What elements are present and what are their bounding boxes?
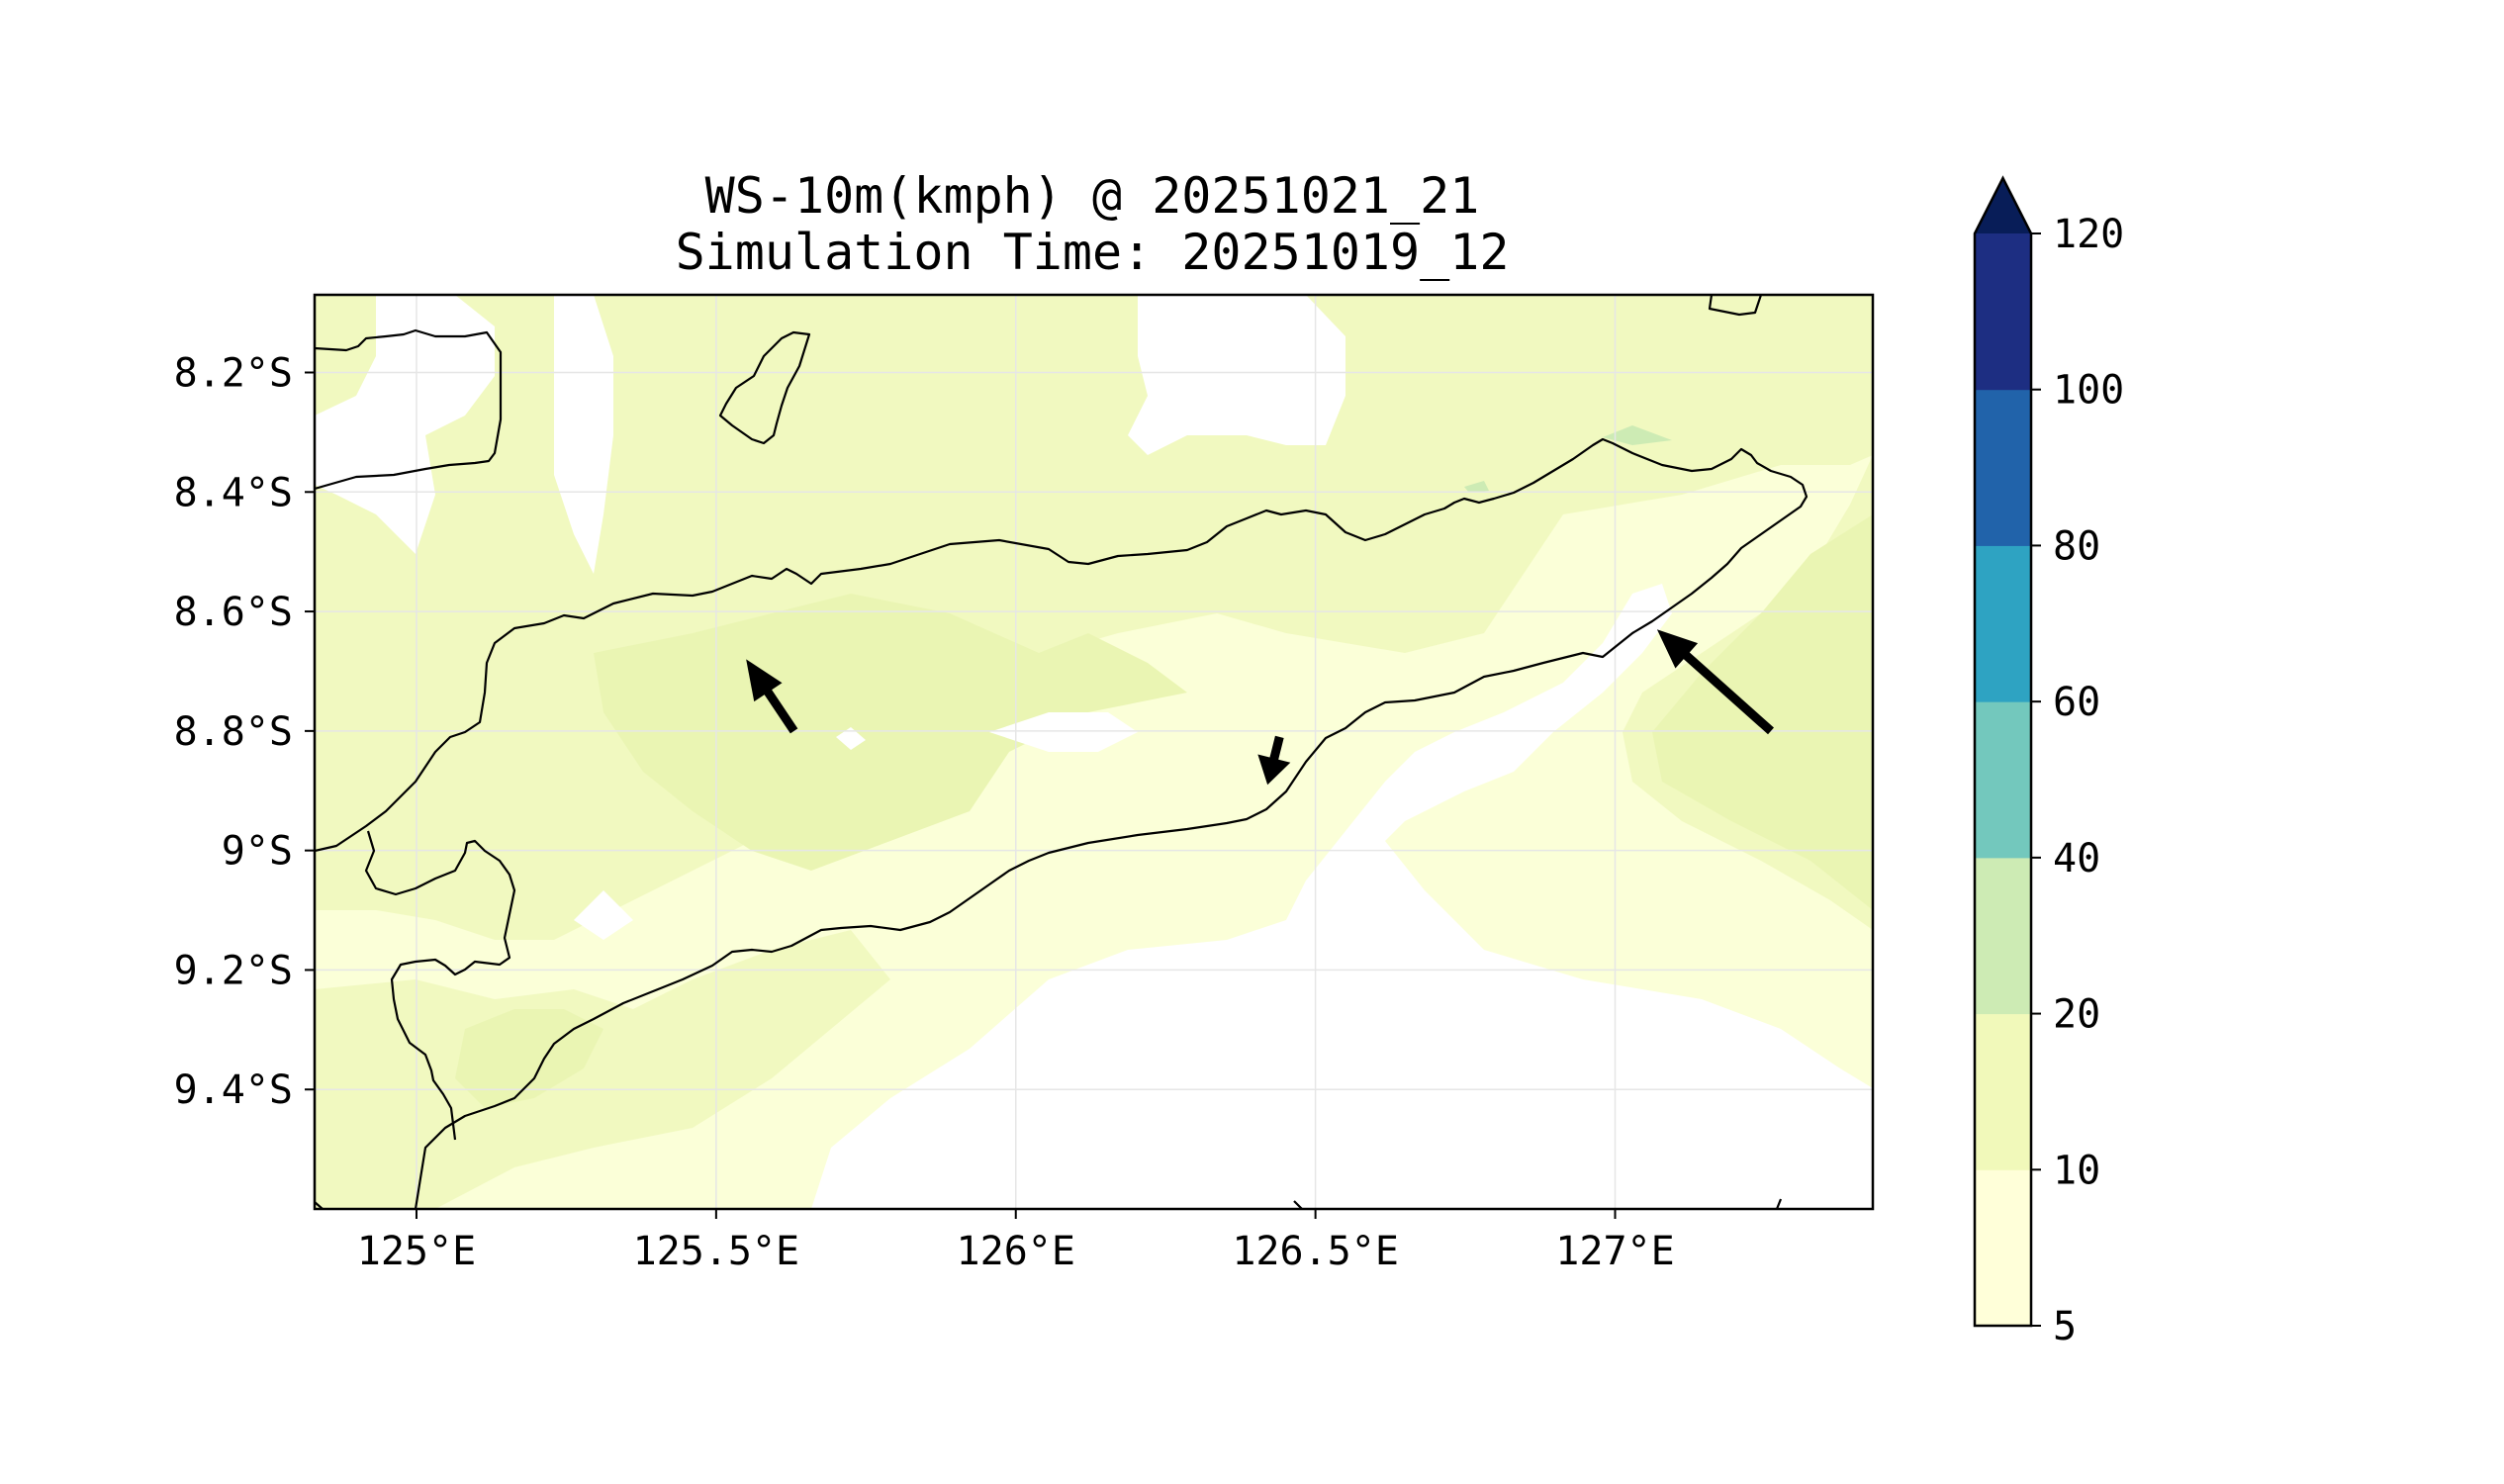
wind-vector-shaft <box>762 686 798 734</box>
colorbar-segment <box>1975 545 2031 702</box>
wind-vector-shaft <box>1268 735 1284 764</box>
colorbar-extend-triangle <box>1975 178 2031 233</box>
coastline-islet-northeast <box>1708 295 1763 317</box>
colorbar-tick-label: 20 <box>2053 992 2100 1038</box>
map-frame <box>313 293 1875 1211</box>
colorbar-segment <box>1975 857 2031 1015</box>
x-tick-label: 126°E <box>957 1229 1075 1274</box>
wind-band-5-10-west-strip <box>554 295 613 574</box>
colorbar-tick-label: 40 <box>2053 836 2100 881</box>
wind-band-5-10-north <box>1128 295 1345 455</box>
wind-vector-head <box>1656 629 1699 669</box>
colorbar-segment <box>1975 1013 2031 1170</box>
wind-vectors <box>746 629 1775 786</box>
wind-vector-head <box>746 659 783 702</box>
chart-title: WS-10m(kmph) @ 20251021_21 <box>705 167 1480 225</box>
wind-band-5-10-dot <box>836 727 866 750</box>
wind-band-5-10-central <box>989 712 1138 752</box>
coastline-atauro-island <box>718 330 811 445</box>
y-axis: 8.2°S 8.4°S 8.6°S 8.8°S 9°S 9.2°S 9.4°S <box>174 351 315 1113</box>
coastline-coast-tick-3 <box>1775 1198 1783 1209</box>
colorbar-outline <box>1973 175 2033 1328</box>
y-tick-label: 8.4°S <box>174 470 293 515</box>
colorbar: 5 10 20 40 60 80 100 120 <box>1973 175 2124 1349</box>
y-tick-label: 8.8°S <box>174 709 293 755</box>
colorbar-tick-label: 80 <box>2053 523 2100 569</box>
x-tick-label: 127°E <box>1555 1229 1674 1274</box>
colorbar-segment <box>1975 1169 2031 1327</box>
colorbar-tick-label: 120 <box>2053 212 2124 257</box>
y-tick-label: 8.6°S <box>174 590 293 635</box>
coastline-alor-island <box>315 328 503 491</box>
y-tick-label: 9.2°S <box>174 948 293 993</box>
colorbar-tick-label: 60 <box>2053 680 2100 725</box>
map-grid <box>315 295 1873 1209</box>
coastline-coast-tick-2 <box>1293 1200 1303 1209</box>
colorbar-segment <box>1975 233 2031 391</box>
colorbar-tick-label: 100 <box>2053 368 2124 414</box>
wind-band-20-40-dot <box>1464 481 1489 493</box>
wind-band-10-20-southwest <box>315 930 890 1209</box>
wind-vector <box>1257 735 1291 786</box>
map-panel: 125°E 125.5°E 126°E 126.5°E 127°E 8.2°S 8.4°S… <box>174 293 1875 1274</box>
wind-band-10-20-inner <box>594 594 1187 871</box>
wind-vector-head <box>1257 754 1291 786</box>
wind-band-5-10-patch <box>574 890 633 940</box>
y-tick-label: 9.4°S <box>174 1067 293 1113</box>
wind-vector-shaft <box>1680 649 1775 735</box>
x-tick-label: 125.5°E <box>633 1229 800 1274</box>
wind-vector <box>1656 629 1775 735</box>
y-tick-label: 8.2°S <box>174 351 293 397</box>
colorbar-segment <box>1975 701 2031 859</box>
x-axis: 125°E 125.5°E 126°E 126.5°E 127°E <box>357 1209 1675 1274</box>
colorbar-tick-label: 10 <box>2053 1148 2100 1193</box>
coastlines <box>315 295 1808 1209</box>
wind-vector <box>746 659 798 734</box>
coastline-timor-north <box>315 437 1808 1209</box>
wind-band-5-10-south <box>811 584 1873 1209</box>
x-tick-label: 126.5°E <box>1232 1229 1399 1274</box>
wind-band-10-20-inner-east <box>1652 514 1873 910</box>
wind-band-5-10-northwest <box>315 295 495 554</box>
y-tick-label: 9°S <box>222 829 293 875</box>
coastline-timor-west <box>364 830 516 1141</box>
x-tick-label: 125°E <box>357 1229 476 1274</box>
wind-band-20-40-patch <box>1603 425 1672 445</box>
colorbar-tick-label: 5 <box>2053 1304 2077 1349</box>
colorbar-segment <box>1975 389 2031 546</box>
chart-subtitle: Simulation Time: 20251019_12 <box>676 224 1510 281</box>
